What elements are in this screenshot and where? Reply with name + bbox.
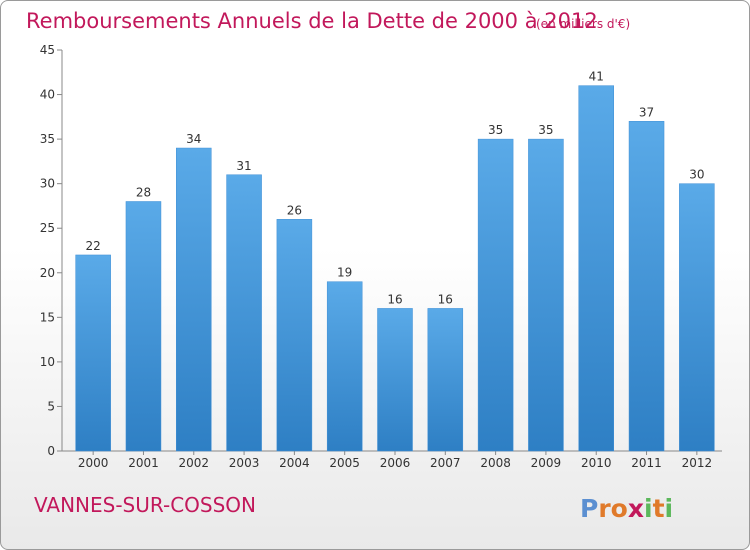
y-tick-label: 25 (40, 221, 55, 235)
x-tick-label-2001: 2001 (128, 456, 159, 470)
logo-letter: t (653, 494, 665, 523)
bar-2001 (125, 201, 162, 452)
x-tick-label-2009: 2009 (531, 456, 562, 470)
bar-2006 (377, 308, 413, 452)
bar-2012 (679, 183, 715, 452)
x-tick-label-2003: 2003 (229, 456, 260, 470)
bar-2005 (326, 281, 363, 452)
x-tick-label-2010: 2010 (581, 456, 612, 470)
x-tick-label-2011: 2011 (631, 456, 662, 470)
logo-letter: r (598, 494, 611, 523)
logo-letter: P (580, 494, 598, 523)
x-tick-label-2007: 2007 (430, 456, 461, 470)
y-tick-label: 45 (40, 43, 55, 57)
y-tick-label: 5 (47, 399, 55, 413)
data-label-2011: 37 (639, 105, 654, 119)
bar-2011 (628, 121, 665, 452)
data-label-2004: 26 (287, 203, 302, 217)
bars: 22 28 34 31 26 19 16 16 35 35 41 37 30 (75, 70, 715, 452)
chart-title: Remboursements Annuels de la Dette de 20… (26, 9, 598, 33)
logo-letter: x (628, 494, 644, 523)
data-label-2012: 30 (689, 168, 704, 182)
bar-2000 (75, 254, 111, 452)
chart-subtitle: (en milliers d'€) (536, 17, 630, 31)
y-tick-label: 15 (40, 310, 55, 324)
x-tick-label-2000: 2000 (78, 456, 109, 470)
data-label-2009: 35 (538, 123, 553, 137)
x-tick-label-2004: 2004 (279, 456, 310, 470)
data-label-2003: 31 (236, 159, 251, 173)
y-tick-label: 40 (40, 88, 55, 102)
bar-2008 (477, 138, 514, 452)
data-label-2005: 19 (337, 266, 352, 280)
x-tick-label-2008: 2008 (480, 456, 511, 470)
bar-2003 (226, 174, 262, 452)
x-tick-label-2012: 2012 (682, 456, 713, 470)
data-label-2010: 41 (589, 70, 604, 84)
data-label-2002: 34 (186, 132, 201, 146)
x-tick-label-2006: 2006 (380, 456, 411, 470)
bar-2007 (427, 308, 464, 452)
y-tick-label: 0 (47, 444, 55, 458)
commune-name: VANNES-SUR-COSSON (34, 493, 256, 517)
bar-2010 (578, 85, 614, 452)
data-label-2008: 35 (488, 123, 503, 137)
data-label-2006: 16 (387, 292, 402, 306)
x-tick-label-2005: 2005 (329, 456, 360, 470)
axes: 0 5 10 15 20 25 30 35 40 45 2000 2001 2002 2003 2004 20… (40, 43, 722, 470)
y-tick-label: 30 (40, 177, 55, 191)
bar-2002 (176, 147, 212, 452)
proxiti-logo: Proxiti (580, 494, 673, 523)
y-tick-label: 20 (40, 266, 55, 280)
y-tick-label: 10 (40, 355, 55, 369)
logo-letter: i (644, 494, 653, 523)
x-tick-label-2002: 2002 (178, 456, 209, 470)
logo-letter: i (665, 494, 674, 523)
y-tick-label: 35 (40, 132, 55, 146)
data-label-2001: 28 (136, 185, 151, 199)
bar-2009 (528, 138, 564, 452)
data-label-2007: 16 (438, 292, 453, 306)
bar-2004 (276, 219, 313, 452)
data-label-2000: 22 (86, 239, 101, 253)
logo-letter: o (611, 494, 628, 523)
